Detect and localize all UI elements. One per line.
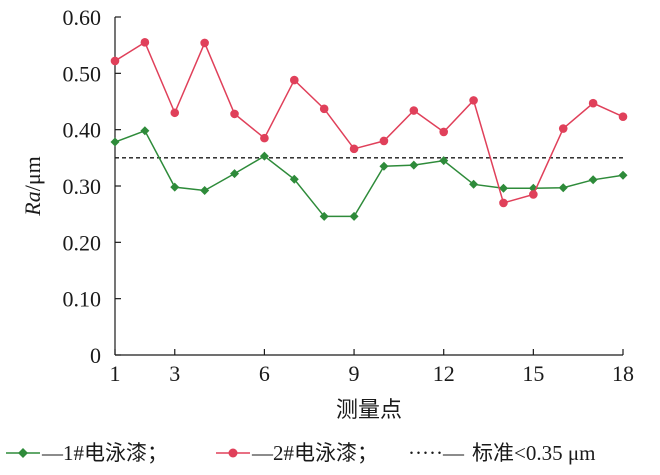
data-point-diamond — [409, 160, 419, 170]
x-tick-label: 18 — [612, 361, 634, 386]
legend-item-reference: ·····— 标准<0.35 μm — [408, 441, 595, 465]
data-point-diamond — [200, 186, 210, 196]
x-tick-label: 6 — [259, 361, 270, 386]
data-point-diamond — [170, 182, 180, 192]
series-group — [110, 38, 628, 221]
data-point-diamond — [558, 183, 568, 193]
y-ticks: 0 0.10 0.20 0.30 0.40 0.50 0.60 — [63, 5, 121, 368]
legend-swatch-marker-1 — [18, 448, 28, 458]
y-tick-label: 0 — [90, 343, 101, 368]
data-point-circle — [588, 98, 598, 108]
legend-reference-label: 标准<0.35 μm — [472, 441, 595, 465]
data-point-circle — [170, 108, 180, 118]
x-ticks: 1 3 6 9 12 15 18 — [110, 349, 634, 386]
legend-item-series-1: —1#电泳漆； — [6, 441, 168, 465]
series-1-line — [114, 129, 624, 218]
data-point-diamond — [110, 137, 120, 147]
legend-label-1: —1#电泳漆； — [41, 441, 168, 465]
y-tick-label: 0.60 — [63, 5, 102, 30]
plot-area — [114, 17, 623, 356]
data-point-circle — [409, 106, 419, 115]
data-point-diamond — [349, 211, 359, 221]
data-point-circle — [439, 127, 449, 137]
data-point-circle — [230, 109, 239, 119]
y-tick-label: 0.40 — [63, 118, 102, 143]
data-point-diamond — [498, 183, 508, 193]
data-point-circle — [558, 124, 568, 133]
data-point-circle — [289, 75, 299, 85]
data-point-diamond — [469, 179, 479, 189]
y-axis-label: Ra/μm — [20, 156, 45, 216]
data-point-circle — [200, 38, 209, 48]
data-point-diamond — [140, 126, 150, 136]
x-tick-label: 9 — [349, 361, 360, 386]
data-point-circle — [618, 112, 628, 122]
legend-label-2: —2#电泳漆； — [251, 441, 378, 465]
x-tick-label: 1 — [110, 361, 121, 386]
x-tick-label: 12 — [433, 361, 455, 386]
data-point-diamond — [289, 174, 299, 184]
y-axis-label-italic: Ra — [20, 191, 45, 216]
data-point-circle — [349, 144, 359, 154]
x-tick-label: 15 — [522, 361, 544, 386]
data-point-diamond — [379, 161, 389, 171]
series-2 — [110, 38, 628, 208]
data-point-diamond — [588, 175, 598, 185]
data-point-diamond — [319, 211, 329, 221]
data-point-diamond — [618, 170, 628, 180]
data-point-circle — [379, 136, 389, 146]
series-1 — [110, 126, 628, 221]
data-point-diamond — [439, 156, 449, 166]
series-2-line — [114, 40, 624, 204]
legend-item-series-2: —2#电泳漆； — [216, 441, 378, 465]
data-point-circle — [140, 38, 150, 47]
legend-swatch-marker-2 — [228, 448, 238, 458]
legend: —1#电泳漆； —2#电泳漆； ·····— 标准<0.35 μm — [6, 441, 595, 465]
data-point-circle — [529, 190, 538, 199]
x-tick-label: 3 — [169, 361, 180, 386]
legend-reference-prefix: ·····— — [408, 441, 465, 465]
y-tick-label: 0.50 — [63, 61, 102, 86]
data-point-circle — [319, 104, 329, 114]
y-tick-label: 0.30 — [63, 174, 102, 199]
data-point-diamond — [259, 151, 269, 161]
data-point-circle — [499, 198, 508, 208]
x-axis-label: 测量点 — [336, 397, 402, 422]
data-point-circle — [110, 56, 120, 66]
y-tick-label: 0.10 — [63, 287, 102, 312]
data-point-circle — [469, 96, 478, 105]
data-point-circle — [260, 133, 269, 143]
data-point-diamond — [230, 169, 240, 179]
y-axis-label-unit: /μm — [20, 156, 45, 191]
y-tick-label: 0.20 — [63, 230, 102, 255]
